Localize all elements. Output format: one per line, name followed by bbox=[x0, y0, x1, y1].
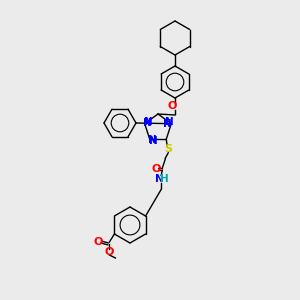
Text: S: S bbox=[164, 144, 172, 154]
Text: O: O bbox=[167, 101, 177, 111]
Text: N: N bbox=[165, 117, 174, 127]
Text: N: N bbox=[155, 174, 164, 184]
Text: N: N bbox=[149, 136, 158, 146]
Text: O: O bbox=[105, 247, 114, 257]
Text: H: H bbox=[160, 174, 169, 184]
Text: O: O bbox=[94, 237, 103, 247]
Text: O: O bbox=[152, 164, 161, 174]
Text: N: N bbox=[143, 118, 152, 128]
Text: N: N bbox=[163, 119, 172, 129]
Text: N: N bbox=[144, 117, 153, 127]
Text: N: N bbox=[148, 135, 157, 145]
